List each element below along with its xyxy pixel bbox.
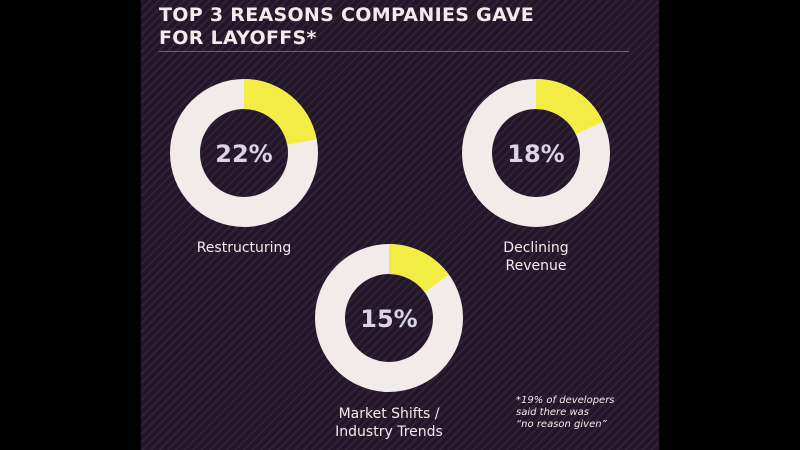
donut-declining-revenue-value-arc xyxy=(535,79,603,135)
donut-restructuring-value-arc xyxy=(243,79,317,146)
infographic-panel: TOP 3 REASONS COMPANIES GAVE FOR LAYOFFS… xyxy=(141,0,659,450)
footnote-line-1: *19% of developers xyxy=(516,395,615,406)
footnote: *19% of developers said there was “no re… xyxy=(516,395,656,431)
donut-restructuring-percent: 22% xyxy=(215,140,272,168)
footnote-line-2: said there was xyxy=(516,407,590,418)
donut-restructuring: 22% xyxy=(170,79,318,227)
label-declining-revenue-line-2: Revenue xyxy=(505,258,567,274)
donut-declining-revenue-percent: 18% xyxy=(507,140,564,168)
label-market-shifts-line-1: Market Shifts / xyxy=(338,406,440,422)
label-restructuring: Restructuring xyxy=(174,239,314,257)
donut-market-shifts: 15% xyxy=(315,244,463,392)
label-declining-revenue-line-1: Declining xyxy=(503,240,569,256)
donut-charts: 22% 18% 15% xyxy=(170,79,610,392)
label-restructuring-line-1: Restructuring xyxy=(196,240,292,256)
donut-market-shifts-percent: 15% xyxy=(360,305,417,333)
donut-market-shifts-value-arc xyxy=(388,244,449,293)
label-market-shifts: Market Shifts / Industry Trends xyxy=(309,405,469,441)
label-market-shifts-line-2: Industry Trends xyxy=(335,424,443,440)
title-divider xyxy=(159,51,629,52)
footnote-line-3: “no reason given” xyxy=(516,419,607,430)
chart-title: TOP 3 REASONS COMPANIES GAVE FOR LAYOFFS… xyxy=(159,4,629,50)
label-declining-revenue: Declining Revenue xyxy=(466,239,606,275)
donut-declining-revenue: 18% xyxy=(462,79,610,227)
chart-title-line-2: FOR LAYOFFS* xyxy=(159,27,317,49)
chart-title-line-1: TOP 3 REASONS COMPANIES GAVE xyxy=(159,4,535,26)
